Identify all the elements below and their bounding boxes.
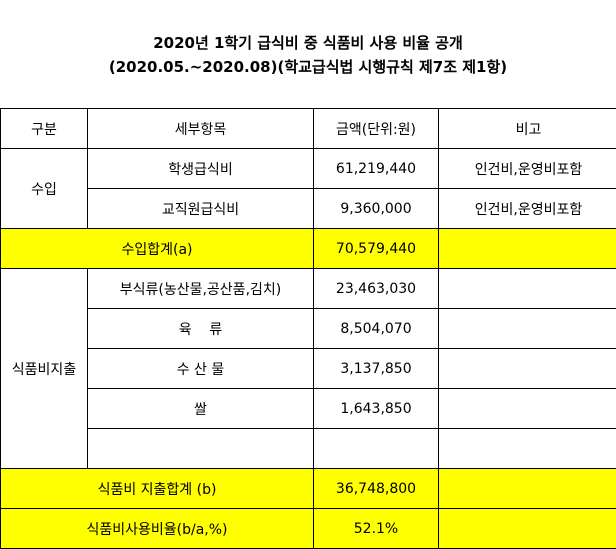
- item-cell: 학생급식비: [87, 148, 314, 189]
- ratio-value: 52.1%: [313, 508, 439, 549]
- note-cell: [438, 268, 616, 309]
- amount-cell: 61,219,440: [313, 148, 439, 189]
- item-cell: 수 산 물: [87, 348, 314, 389]
- header-category: 구분: [0, 108, 88, 149]
- item-cell: [87, 428, 314, 469]
- table-row: 육 류 8,504,070: [1, 308, 616, 349]
- item-cell: 부식류(농산물,공산품,김치): [87, 268, 314, 309]
- document-title: 2020년 1학기 급식비 중 식품비 사용 비율 공개: [153, 34, 463, 52]
- amount-cell: 8,504,070: [313, 308, 439, 349]
- amount-cell: 3,137,850: [313, 348, 439, 389]
- income-total-amount: 70,579,440: [313, 228, 439, 269]
- table-row: 쌀 1,643,850: [1, 388, 616, 429]
- table-row: 교직원급식비 9,360,000 인건비,운영비포함: [1, 188, 616, 229]
- note-cell: [438, 308, 616, 349]
- table-row: 수입 학생급식비 61,219,440 인건비,운영비포함: [0, 148, 616, 229]
- header-note: 비고: [438, 108, 616, 149]
- note-cell: [438, 348, 616, 389]
- note-cell: 인건비,운영비포함: [438, 148, 616, 189]
- ratio-row: 식품비사용비율(b/a,%) 52.1%: [0, 508, 616, 549]
- ratio-note: [438, 508, 616, 549]
- item-cell: 육 류: [87, 308, 314, 349]
- income-total-label: 수입합계(a): [0, 228, 314, 269]
- document-subtitle: (2020.05.~2020.08)(학교급식법 시행규칙 제7조 제1항): [108, 58, 508, 76]
- table-row: [1, 428, 616, 469]
- item-cell: 교직원급식비: [87, 188, 314, 229]
- ratio-label: 식품비사용비율(b/a,%): [0, 508, 314, 549]
- table-row: 수 산 물 3,137,850: [1, 348, 616, 389]
- expense-total-amount: 36,748,800: [313, 468, 439, 509]
- amount-cell: 1,643,850: [313, 388, 439, 429]
- expense-category-cell: 식품비지출: [0, 268, 88, 469]
- expense-total-label: 식품비 지출합계 (b): [0, 468, 314, 509]
- item-cell: 쌀: [87, 388, 314, 429]
- table-row: 식품비지출 부식류(농산물,공산품,김치) 23,463,030: [0, 268, 616, 469]
- income-total-row: 수입합계(a) 70,579,440: [0, 228, 616, 269]
- note-cell: [438, 428, 616, 469]
- header-amount: 금액(단위:원): [313, 108, 439, 149]
- food-cost-table: 구분 세부항목 금액(단위:원) 비고 수입 학생급식비 61,219,440 …: [0, 108, 616, 549]
- note-cell: 인건비,운영비포함: [438, 188, 616, 229]
- amount-cell: 23,463,030: [313, 268, 439, 309]
- expense-total-note: [438, 468, 616, 509]
- expense-total-row: 식품비 지출합계 (b) 36,748,800: [0, 468, 616, 509]
- amount-cell: 9,360,000: [313, 188, 439, 229]
- header-item: 세부항목: [87, 108, 314, 149]
- note-cell: [438, 388, 616, 429]
- header-row: 구분 세부항목 금액(단위:원) 비고: [0, 108, 616, 149]
- income-total-note: [438, 228, 616, 269]
- income-category-cell: 수입: [0, 148, 88, 229]
- amount-cell: [313, 428, 439, 469]
